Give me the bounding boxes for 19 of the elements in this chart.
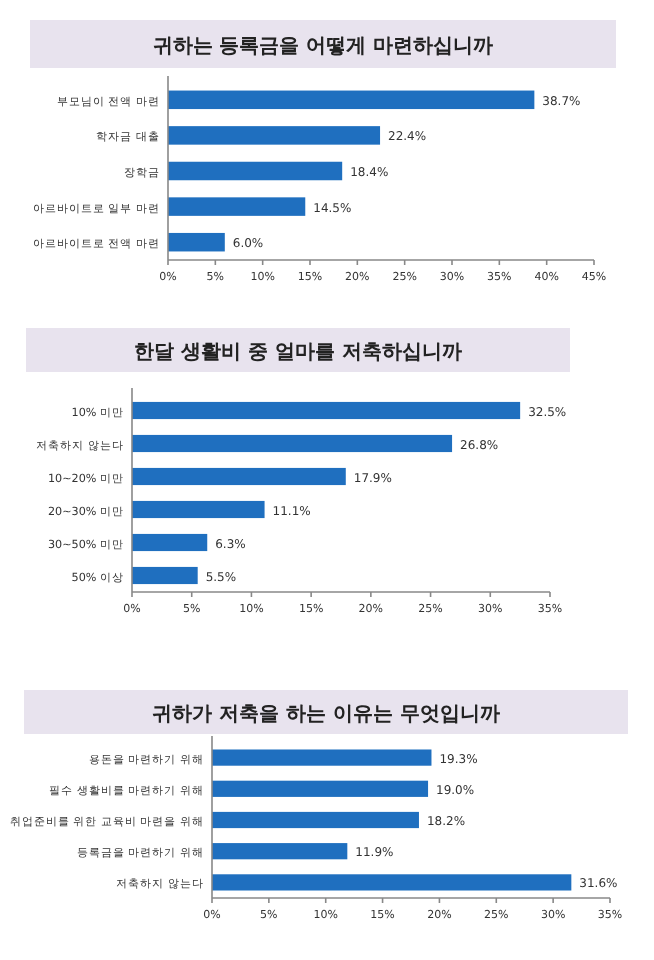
bar xyxy=(132,434,453,453)
bar xyxy=(212,874,572,891)
bar xyxy=(168,161,343,181)
bar xyxy=(168,90,535,110)
chart-title: 귀하가 저축을 하는 이유는 무엇입니까 xyxy=(152,704,500,726)
bar xyxy=(212,780,429,797)
bar xyxy=(212,749,432,766)
bar xyxy=(212,843,348,860)
chart-title: 한달 생활비 중 얼마를 저축하십니까 xyxy=(134,342,462,364)
bar xyxy=(212,811,419,829)
bar xyxy=(168,126,381,145)
bar xyxy=(132,533,208,552)
chart-title: 귀하는 등록금을 어떻게 마련하십니까 xyxy=(152,36,494,58)
bar xyxy=(168,232,225,252)
bar xyxy=(132,401,521,420)
bar xyxy=(132,566,198,585)
bar xyxy=(132,500,265,519)
bar xyxy=(168,197,306,216)
bar xyxy=(132,467,346,486)
